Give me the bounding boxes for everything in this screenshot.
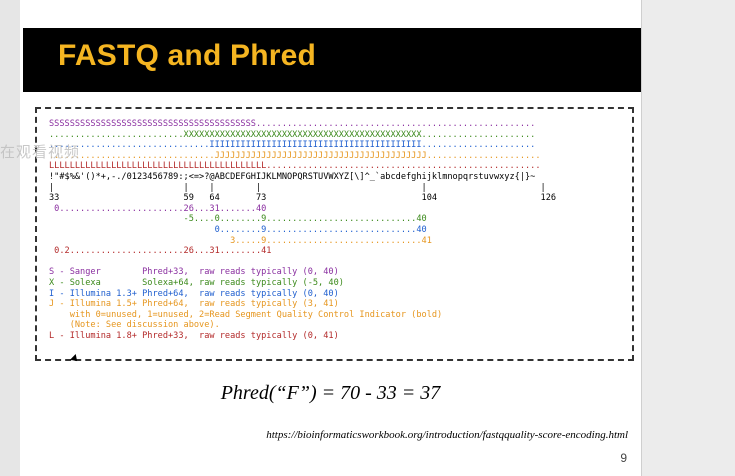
encoding-row: 3.....9..............................41 [49, 235, 432, 246]
encoding-row: L - Illumina 1.8+ Phred+33, raw reads ty… [49, 331, 339, 341]
encoding-row: I - Illumina 1.3+ Phred+64, raw reads ty… [49, 288, 339, 299]
encoding-row: 0........................26...31.......4… [49, 203, 267, 214]
encoding-row: ..........................XXXXXXXXXXXXXX… [49, 129, 536, 140]
encoding-row: LLLLLLLLLLLLLLLLLLLLLLLLLLLLLLLLLLLLLLLL… [49, 161, 541, 172]
page-number: 9 [620, 451, 627, 465]
encoding-row: (Note: See discussion above). [49, 320, 220, 331]
encoding-row: -5....0........9........................… [49, 214, 427, 225]
right-panel [641, 0, 735, 476]
encoding-row: ...............................IIIIIIIII… [49, 140, 536, 151]
encoding-table-box [35, 107, 634, 361]
title-bar [23, 28, 641, 92]
phred-formula: Phred(“F”) = 70 - 33 = 37 [220, 382, 441, 404]
source-url: https://bioinformaticsworkbook.org/intro… [266, 429, 628, 441]
encoding-row: J - Illumina 1.5+ Phred+64, raw reads ty… [49, 299, 339, 310]
encoding-row: !"#$%&'()*+,-./0123456789:;<=>?@ABCDEFGH… [49, 172, 536, 182]
encoding-row: 33 59 64 73 104 126 [49, 193, 557, 204]
encoding-row: | | | | | | [49, 182, 546, 193]
encoding-row: S - Sanger Phred+33, raw reads typically… [49, 267, 339, 278]
watermark: 在观看视频 [0, 144, 81, 161]
encoding-row: X - Solexa Solexa+64, raw reads typicall… [49, 278, 344, 288]
slide: FASTQ and Phred SSSSSSSSSSSSSSSSSSSSSSSS… [20, 0, 641, 476]
encoding-row [49, 257, 54, 268]
encoding-row: 0.2......................26...31........… [49, 246, 272, 257]
encoding-row: SSSSSSSSSSSSSSSSSSSSSSSSSSSSSSSSSSSSSSSS… [49, 119, 536, 129]
left-margin [0, 0, 20, 476]
encoding-row: ................................JJJJJJJJ… [49, 150, 541, 161]
encoding-row: with 0=unused, 1=unused, 2=Read Segment … [49, 309, 443, 320]
encoding-row: 0........9.............................4… [49, 225, 427, 235]
slide-title: FASTQ and Phred [58, 39, 317, 72]
